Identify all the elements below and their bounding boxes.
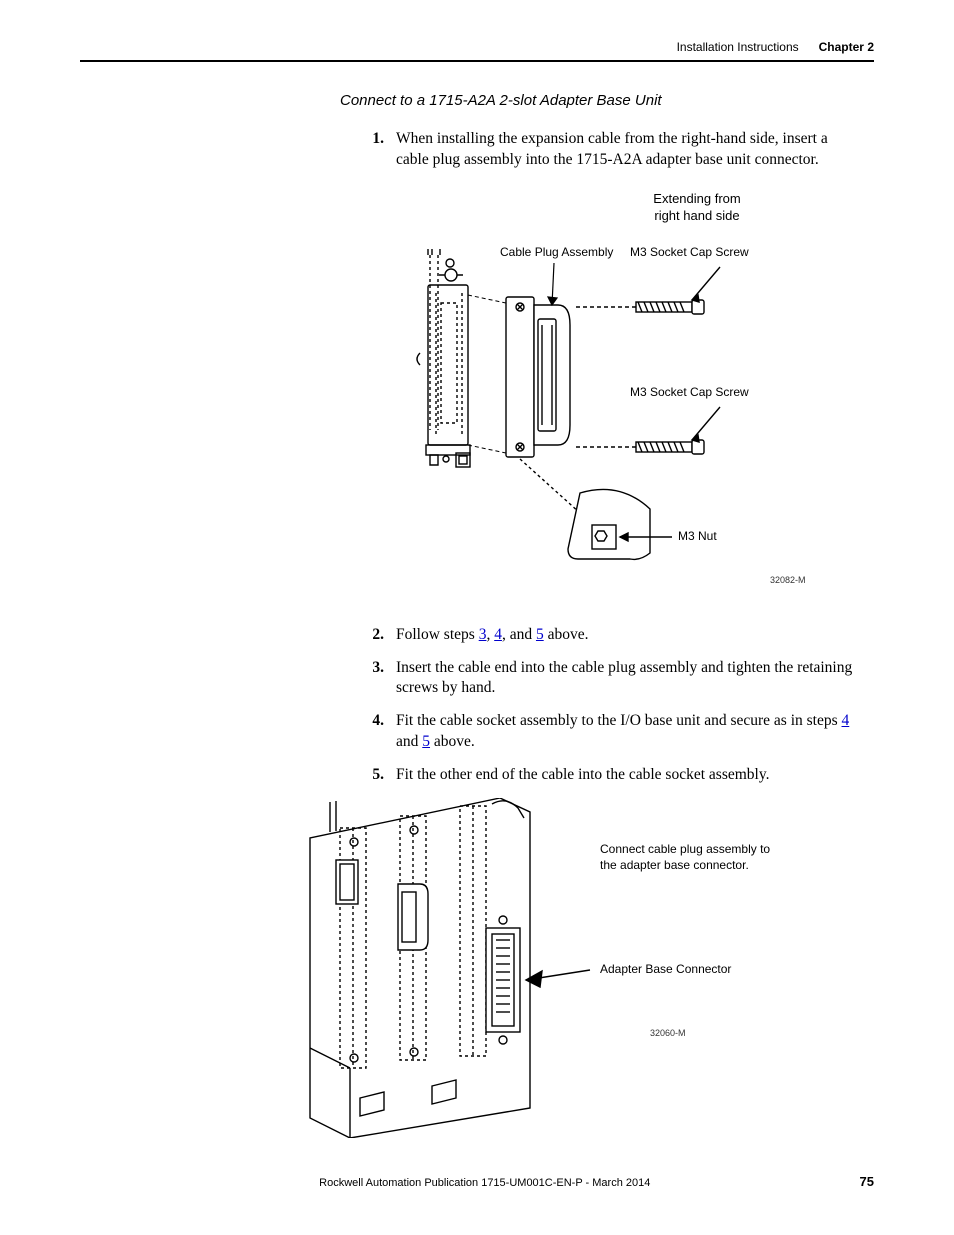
step-4-link-5[interactable]: 5 <box>422 733 430 750</box>
step-2: 2. Follow steps 3, 4, and 5 above. <box>360 625 854 646</box>
step-4-number: 4. <box>360 711 384 732</box>
step-2-link-4[interactable]: 4 <box>494 626 502 643</box>
figure-1-label-cable-plug: Cable Plug Assembly <box>500 245 613 259</box>
section-title: Connect to a 1715-A2A 2-slot Adapter Bas… <box>340 92 874 109</box>
figure-1: Extending from right hand side <box>320 191 874 605</box>
page-header: Installation Instructions Chapter 2 <box>80 40 874 62</box>
step-4-text: Fit the cable socket assembly to the I/O… <box>396 711 854 753</box>
step-2-link-5[interactable]: 5 <box>536 626 544 643</box>
figure-1-ext-line2: right hand side <box>654 208 739 223</box>
step-2-text: Follow steps 3, 4, and 5 above. <box>396 625 854 646</box>
step-1-number: 1. <box>360 129 384 150</box>
step-3: 3. Insert the cable end into the cable p… <box>360 658 854 700</box>
step-5-number: 5. <box>360 765 384 786</box>
step-3-text: Insert the cable end into the cable plug… <box>396 658 854 700</box>
page-footer: Rockwell Automation Publication 1715-UM0… <box>80 1174 874 1189</box>
footer-publication: Rockwell Automation Publication 1715-UM0… <box>110 1177 860 1189</box>
step-5-text: Fit the other end of the cable into the … <box>396 765 854 786</box>
figure-1-label-nut: M3 Nut <box>678 529 717 543</box>
footer-page-number: 75 <box>860 1174 874 1189</box>
step-1-text: When installing the expansion cable from… <box>396 129 854 171</box>
figure-2-label-connect: Connect cable plug assembly to the adapt… <box>600 842 800 873</box>
figure-1-label-screw-top: M3 Socket Cap Screw <box>630 245 749 259</box>
header-chapter: Chapter 2 <box>819 40 874 54</box>
step-1: 1. When installing the expansion cable f… <box>360 129 854 171</box>
step-5: 5. Fit the other end of the cable into t… <box>360 765 854 786</box>
figure-2: Connect cable plug assembly to the adapt… <box>300 798 874 1138</box>
figure-1-code: 32082-M <box>770 575 806 585</box>
figure-1-caption-extending: Extending from right hand side <box>520 191 874 225</box>
step-3-number: 3. <box>360 658 384 679</box>
figure-1-label-screw-mid: M3 Socket Cap Screw <box>630 385 749 399</box>
step-4-link-4[interactable]: 4 <box>842 712 850 729</box>
figure-1-ext-line1: Extending from <box>653 191 740 206</box>
step-2-number: 2. <box>360 625 384 646</box>
figure-2-label-adapter: Adapter Base Connector <box>600 962 731 978</box>
step-4: 4. Fit the cable socket assembly to the … <box>360 711 854 753</box>
header-docpart: Installation Instructions <box>677 40 799 54</box>
figure-2-code: 32060-M <box>650 1028 686 1038</box>
figure-1-svg <box>320 245 870 605</box>
